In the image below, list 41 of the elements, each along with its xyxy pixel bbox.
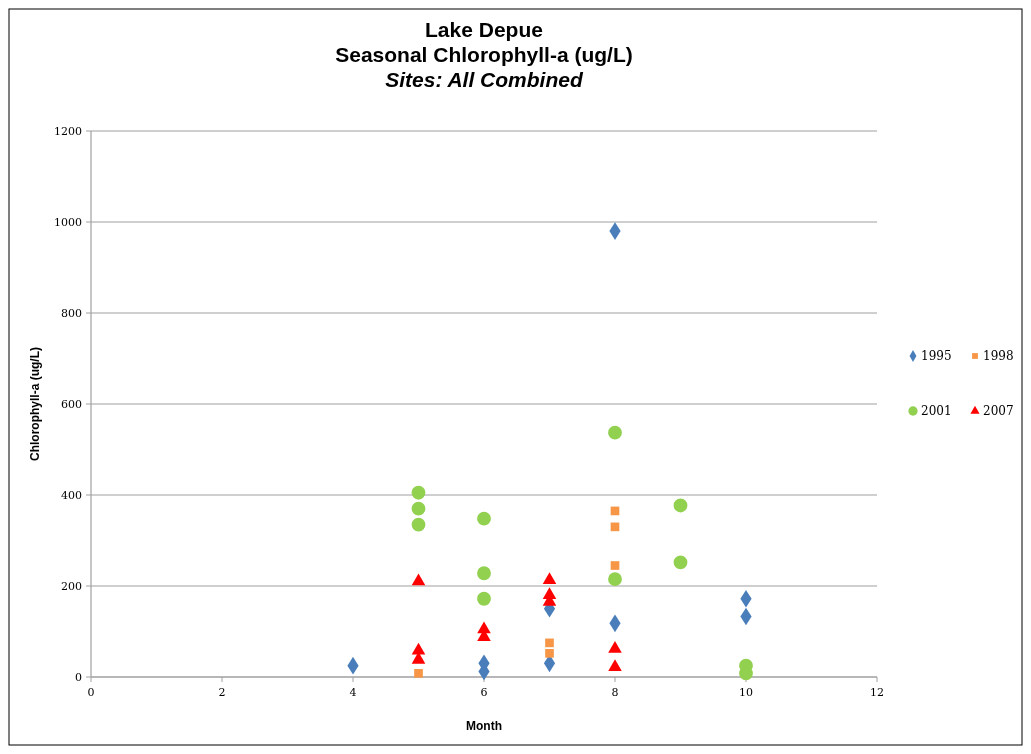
x-tick-label: 10 xyxy=(739,686,753,699)
x-tick-label: 8 xyxy=(611,686,619,699)
point xyxy=(608,425,622,440)
point xyxy=(608,659,622,671)
point xyxy=(545,638,554,648)
y-axis-title: Chlorophyll-a (ug/L) xyxy=(28,347,42,461)
point xyxy=(411,642,426,655)
point xyxy=(414,669,423,678)
y-tick-label: 1200 xyxy=(54,124,82,138)
legend-label: 2007 xyxy=(983,404,1014,419)
point xyxy=(477,511,491,526)
y-tick-label: 400 xyxy=(61,488,82,502)
point xyxy=(411,485,426,500)
legend-label: 2001 xyxy=(921,404,952,419)
point xyxy=(673,498,688,513)
y-tick-label: 800 xyxy=(61,306,82,320)
x-tick-label: 4 xyxy=(349,686,357,699)
y-tick-label: 0 xyxy=(75,670,82,684)
point xyxy=(542,572,557,585)
x-axis-title: Month xyxy=(466,719,502,733)
point xyxy=(477,591,491,606)
point xyxy=(545,649,554,658)
x-tick-label: 12 xyxy=(870,686,884,699)
y-tick-label: 200 xyxy=(61,579,82,593)
point xyxy=(411,517,426,532)
point xyxy=(411,501,426,516)
y-tick-label: 1000 xyxy=(54,215,82,229)
point xyxy=(477,566,491,581)
y-tick-label: 600 xyxy=(61,397,82,411)
legend-label: 1995 xyxy=(921,349,952,364)
x-tick-label: 0 xyxy=(87,686,95,699)
point xyxy=(673,555,688,570)
x-tick-label: 6 xyxy=(480,686,488,699)
chart-title: Lake Depue Seasonal Chlorophyll-a (ug/L) xyxy=(335,18,633,66)
legend-label: 1998 xyxy=(983,349,1014,364)
point xyxy=(610,561,620,570)
point xyxy=(411,573,426,586)
x-tick-label: 2 xyxy=(218,686,226,699)
point xyxy=(608,640,622,653)
chart-subtitle: Sites: All Combined xyxy=(385,68,584,91)
point xyxy=(608,572,622,587)
